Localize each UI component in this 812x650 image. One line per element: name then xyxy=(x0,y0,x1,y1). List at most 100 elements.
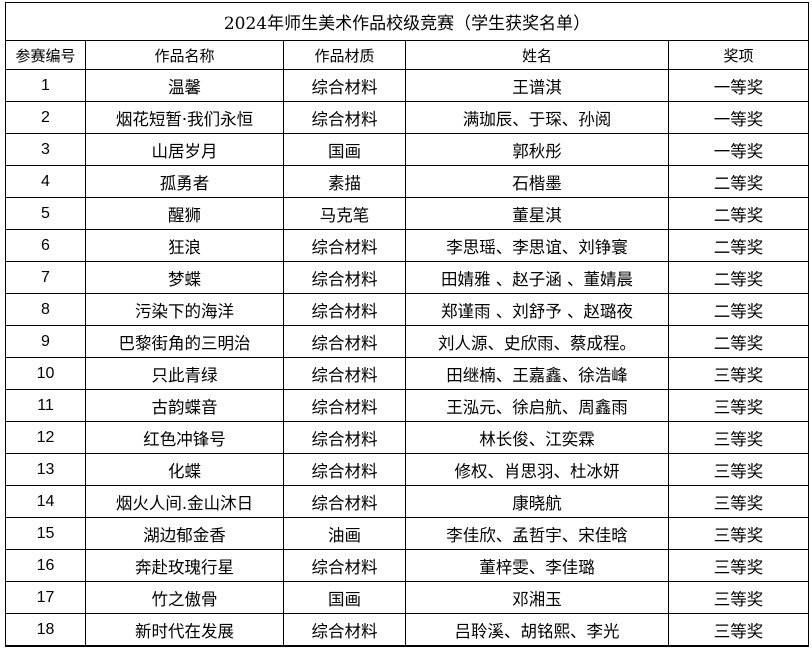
cell-material: 综合材料 xyxy=(283,229,406,262)
cell-work: 醒狮 xyxy=(85,197,284,230)
cell-id: 8 xyxy=(5,293,86,326)
cell-id: 13 xyxy=(5,453,86,486)
cell-award: 三等奖 xyxy=(668,517,809,550)
cell-material: 国画 xyxy=(283,133,406,166)
cell-material: 综合材料 xyxy=(283,325,406,358)
table-row: 11 古韵蝶音 综合材料 王泓元、徐启航、周鑫雨 三等奖 xyxy=(5,389,809,422)
cell-material: 综合材料 xyxy=(283,261,406,294)
cell-award: 二等奖 xyxy=(668,293,809,326)
cell-id: 18 xyxy=(5,613,86,647)
cell-material: 综合材料 xyxy=(283,485,406,518)
table-row: 4 孤勇者 素描 石楷墨 二等奖 xyxy=(5,165,809,198)
cell-id: 1 xyxy=(5,69,86,102)
cell-work: 古韵蝶音 xyxy=(85,389,284,422)
cell-award: 二等奖 xyxy=(668,197,809,230)
table-row: 3 山居岁月 国画 郭秋彤 一等奖 xyxy=(5,133,809,166)
cell-material: 综合材料 xyxy=(283,421,406,454)
cell-id: 5 xyxy=(5,197,86,230)
cell-names: 康晓航 xyxy=(405,485,669,518)
cell-material: 综合材料 xyxy=(283,357,406,390)
cell-award: 一等奖 xyxy=(668,133,809,166)
table-row: 16 奔赴玫瑰行星 综合材料 董梓雯、李佳璐 三等奖 xyxy=(5,549,809,582)
cell-id: 3 xyxy=(5,133,86,166)
cell-work: 梦蝶 xyxy=(85,261,284,294)
cell-work: 竹之傲骨 xyxy=(85,581,284,614)
cell-award: 二等奖 xyxy=(668,165,809,198)
cell-work: 化蝶 xyxy=(85,453,284,486)
cell-material: 素描 xyxy=(283,165,406,198)
cell-names: 邓湘玉 xyxy=(405,581,669,614)
header-work: 作品名称 xyxy=(85,40,284,70)
cell-id: 14 xyxy=(5,485,86,518)
cell-award: 三等奖 xyxy=(668,581,809,614)
cell-award: 二等奖 xyxy=(668,325,809,358)
cell-names: 郑谨雨 、刘舒予 、赵璐夜 xyxy=(405,293,669,326)
cell-names: 李思瑶、李思谊、刘铮寰 xyxy=(405,229,669,262)
cell-work: 狂浪 xyxy=(85,229,284,262)
cell-award: 三等奖 xyxy=(668,485,809,518)
cell-work: 山居岁月 xyxy=(85,133,284,166)
table-row: 9 巴黎街角的三明治 综合材料 刘人源、史欣雨、蔡成程。 二等奖 xyxy=(5,325,809,358)
cell-work: 红色冲锋号 xyxy=(85,421,284,454)
cell-work: 只此青绿 xyxy=(85,357,284,390)
cell-award: 三等奖 xyxy=(668,453,809,486)
cell-names: 董星淇 xyxy=(405,197,669,230)
table-title: 2024年师生美术作品校级竞赛（学生获奖名单） xyxy=(5,2,809,41)
cell-material: 综合材料 xyxy=(283,613,406,647)
cell-work: 湖边郁金香 xyxy=(85,517,284,550)
table-row: 7 梦蝶 综合材料 田婧雅 、赵子涵 、董婧晨 二等奖 xyxy=(5,261,809,294)
cell-id: 7 xyxy=(5,261,86,294)
cell-id: 9 xyxy=(5,325,86,358)
cell-award: 三等奖 xyxy=(668,613,809,647)
table-row: 1 温馨 综合材料 王谱淇 一等奖 xyxy=(5,69,809,102)
cell-award: 一等奖 xyxy=(668,69,809,102)
cell-material: 综合材料 xyxy=(283,293,406,326)
table-row: 6 狂浪 综合材料 李思瑶、李思谊、刘铮寰 二等奖 xyxy=(5,229,809,262)
cell-names: 王泓元、徐启航、周鑫雨 xyxy=(405,389,669,422)
cell-work: 新时代在发展 xyxy=(85,613,284,647)
table-row: 13 化蝶 综合材料 修权、肖思羽、杜冰妍 三等奖 xyxy=(5,453,809,486)
cell-material: 油画 xyxy=(283,517,406,550)
header-row: 参赛编号 作品名称 作品材质 姓名 奖项 xyxy=(5,40,809,70)
cell-id: 4 xyxy=(5,165,86,198)
cell-work: 烟火人间.金山沐日 xyxy=(85,485,284,518)
cell-material: 综合材料 xyxy=(283,101,406,134)
cell-names: 满珈辰、于琛、孙阅 xyxy=(405,101,669,134)
cell-names: 田婧雅 、赵子涵 、董婧晨 xyxy=(405,261,669,294)
table-row: 14 烟火人间.金山沐日 综合材料 康晓航 三等奖 xyxy=(5,485,809,518)
cell-id: 10 xyxy=(5,357,86,390)
cell-names: 石楷墨 xyxy=(405,165,669,198)
cell-award: 三等奖 xyxy=(668,389,809,422)
cell-material: 马克笔 xyxy=(283,197,406,230)
cell-names: 李佳欣、孟哲宇、宋佳晗 xyxy=(405,517,669,550)
table-row: 15 湖边郁金香 油画 李佳欣、孟哲宇、宋佳晗 三等奖 xyxy=(5,517,809,550)
cell-names: 修权、肖思羽、杜冰妍 xyxy=(405,453,669,486)
cell-material: 综合材料 xyxy=(283,549,406,582)
cell-id: 11 xyxy=(5,389,86,422)
cell-award: 三等奖 xyxy=(668,357,809,390)
header-names: 姓名 xyxy=(405,40,669,70)
cell-work: 污染下的海洋 xyxy=(85,293,284,326)
table-row: 5 醒狮 马克笔 董星淇 二等奖 xyxy=(5,197,809,230)
cell-names: 田继楠、王嘉鑫、徐浩峰 xyxy=(405,357,669,390)
cell-names: 刘人源、史欣雨、蔡成程。 xyxy=(405,325,669,358)
header-award: 奖项 xyxy=(668,40,809,70)
header-id: 参赛编号 xyxy=(5,40,86,70)
table-row: 18 新时代在发展 综合材料 吕聆溪、胡铭熙、李光 三等奖 xyxy=(5,613,809,647)
cell-id: 17 xyxy=(5,581,86,614)
cell-material: 综合材料 xyxy=(283,453,406,486)
table-row: 2 烟花短暂·我们永恒 综合材料 满珈辰、于琛、孙阅 一等奖 xyxy=(5,101,809,134)
cell-award: 二等奖 xyxy=(668,229,809,262)
cell-material: 国画 xyxy=(283,581,406,614)
cell-award: 二等奖 xyxy=(668,261,809,294)
cell-work: 孤勇者 xyxy=(85,165,284,198)
table-row: 8 污染下的海洋 综合材料 郑谨雨 、刘舒予 、赵璐夜 二等奖 xyxy=(5,293,809,326)
table-row: 12 红色冲锋号 综合材料 林长俊、江奕霖 三等奖 xyxy=(5,421,809,454)
table-row: 17 竹之傲骨 国画 邓湘玉 三等奖 xyxy=(5,581,809,614)
cell-material: 综合材料 xyxy=(283,389,406,422)
cell-names: 郭秋彤 xyxy=(405,133,669,166)
header-material: 作品材质 xyxy=(283,40,406,70)
cell-names: 董梓雯、李佳璐 xyxy=(405,549,669,582)
cell-id: 2 xyxy=(5,101,86,134)
cell-work: 温馨 xyxy=(85,69,284,102)
